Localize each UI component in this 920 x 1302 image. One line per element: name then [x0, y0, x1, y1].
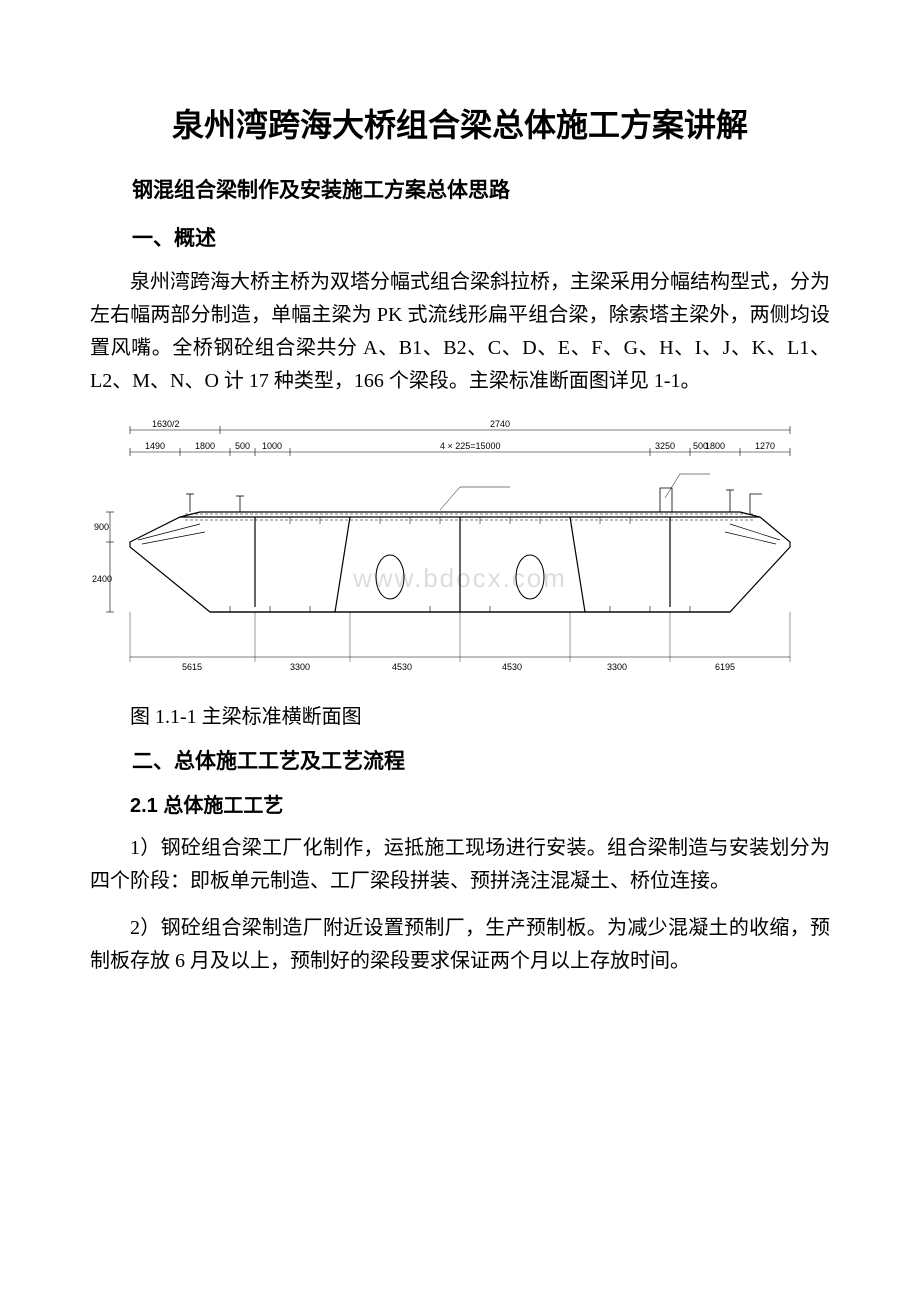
- left-height-dims: 900 2400: [92, 512, 114, 612]
- svg-text:3300: 3300: [607, 662, 627, 672]
- svg-text:2400: 2400: [92, 574, 112, 584]
- svg-text:1490: 1490: [145, 441, 165, 451]
- figure-caption: 图 1.1-1 主梁标准横断面图: [90, 700, 830, 729]
- cross-section-figure: www.bdocx.com 1630/2 2740 1490 1800 500 …: [90, 412, 830, 692]
- svg-text:1800: 1800: [705, 441, 725, 451]
- bottom-dim-group: 5615 3300 4530 4530 3300 6195: [130, 612, 790, 672]
- top-dim-group: 1630/2 2740 1490 1800 500 1000 4 × 225=1…: [130, 419, 790, 456]
- doc-subtitle: 钢混组合梁制作及安装施工方案总体思路: [90, 174, 830, 204]
- section-2-heading: 二、总体施工工艺及工艺流程: [90, 745, 830, 775]
- svg-text:3300: 3300: [290, 662, 310, 672]
- section-2-p2: 2）钢砼组合梁制造厂附近设置预制厂，生产预制板。为减少混凝土的收缩，预制板存放 …: [90, 912, 830, 978]
- svg-text:2740: 2740: [490, 419, 510, 429]
- svg-text:1800: 1800: [195, 441, 215, 451]
- svg-text:4530: 4530: [392, 662, 412, 672]
- svg-text:1630/2: 1630/2: [152, 419, 180, 429]
- svg-text:500: 500: [235, 441, 250, 451]
- section-1-p1: 泉州湾跨海大桥主桥为双塔分幅式组合梁斜拉桥，主梁采用分幅结构型式，分为左右幅两部…: [90, 266, 830, 398]
- svg-text:4 × 225=15000: 4 × 225=15000: [440, 441, 501, 451]
- svg-text:4530: 4530: [502, 662, 522, 672]
- svg-text:1270: 1270: [755, 441, 775, 451]
- svg-text:3250: 3250: [655, 441, 675, 451]
- girder-outline: [130, 488, 790, 612]
- section-1-heading: 一、概述: [90, 222, 830, 252]
- svg-text:6195: 6195: [715, 662, 735, 672]
- svg-text:1000: 1000: [262, 441, 282, 451]
- section-2-p1: 1）钢砼组合梁工厂化制作，运抵施工现场进行安装。组合梁制造与安装划分为四个阶段：…: [90, 832, 830, 898]
- svg-text:900: 900: [94, 522, 109, 532]
- svg-text:5615: 5615: [182, 662, 202, 672]
- doc-title: 泉州湾跨海大桥组合梁总体施工方案讲解: [90, 100, 830, 146]
- section-2-sub1: 2.1 总体施工工艺: [90, 789, 830, 818]
